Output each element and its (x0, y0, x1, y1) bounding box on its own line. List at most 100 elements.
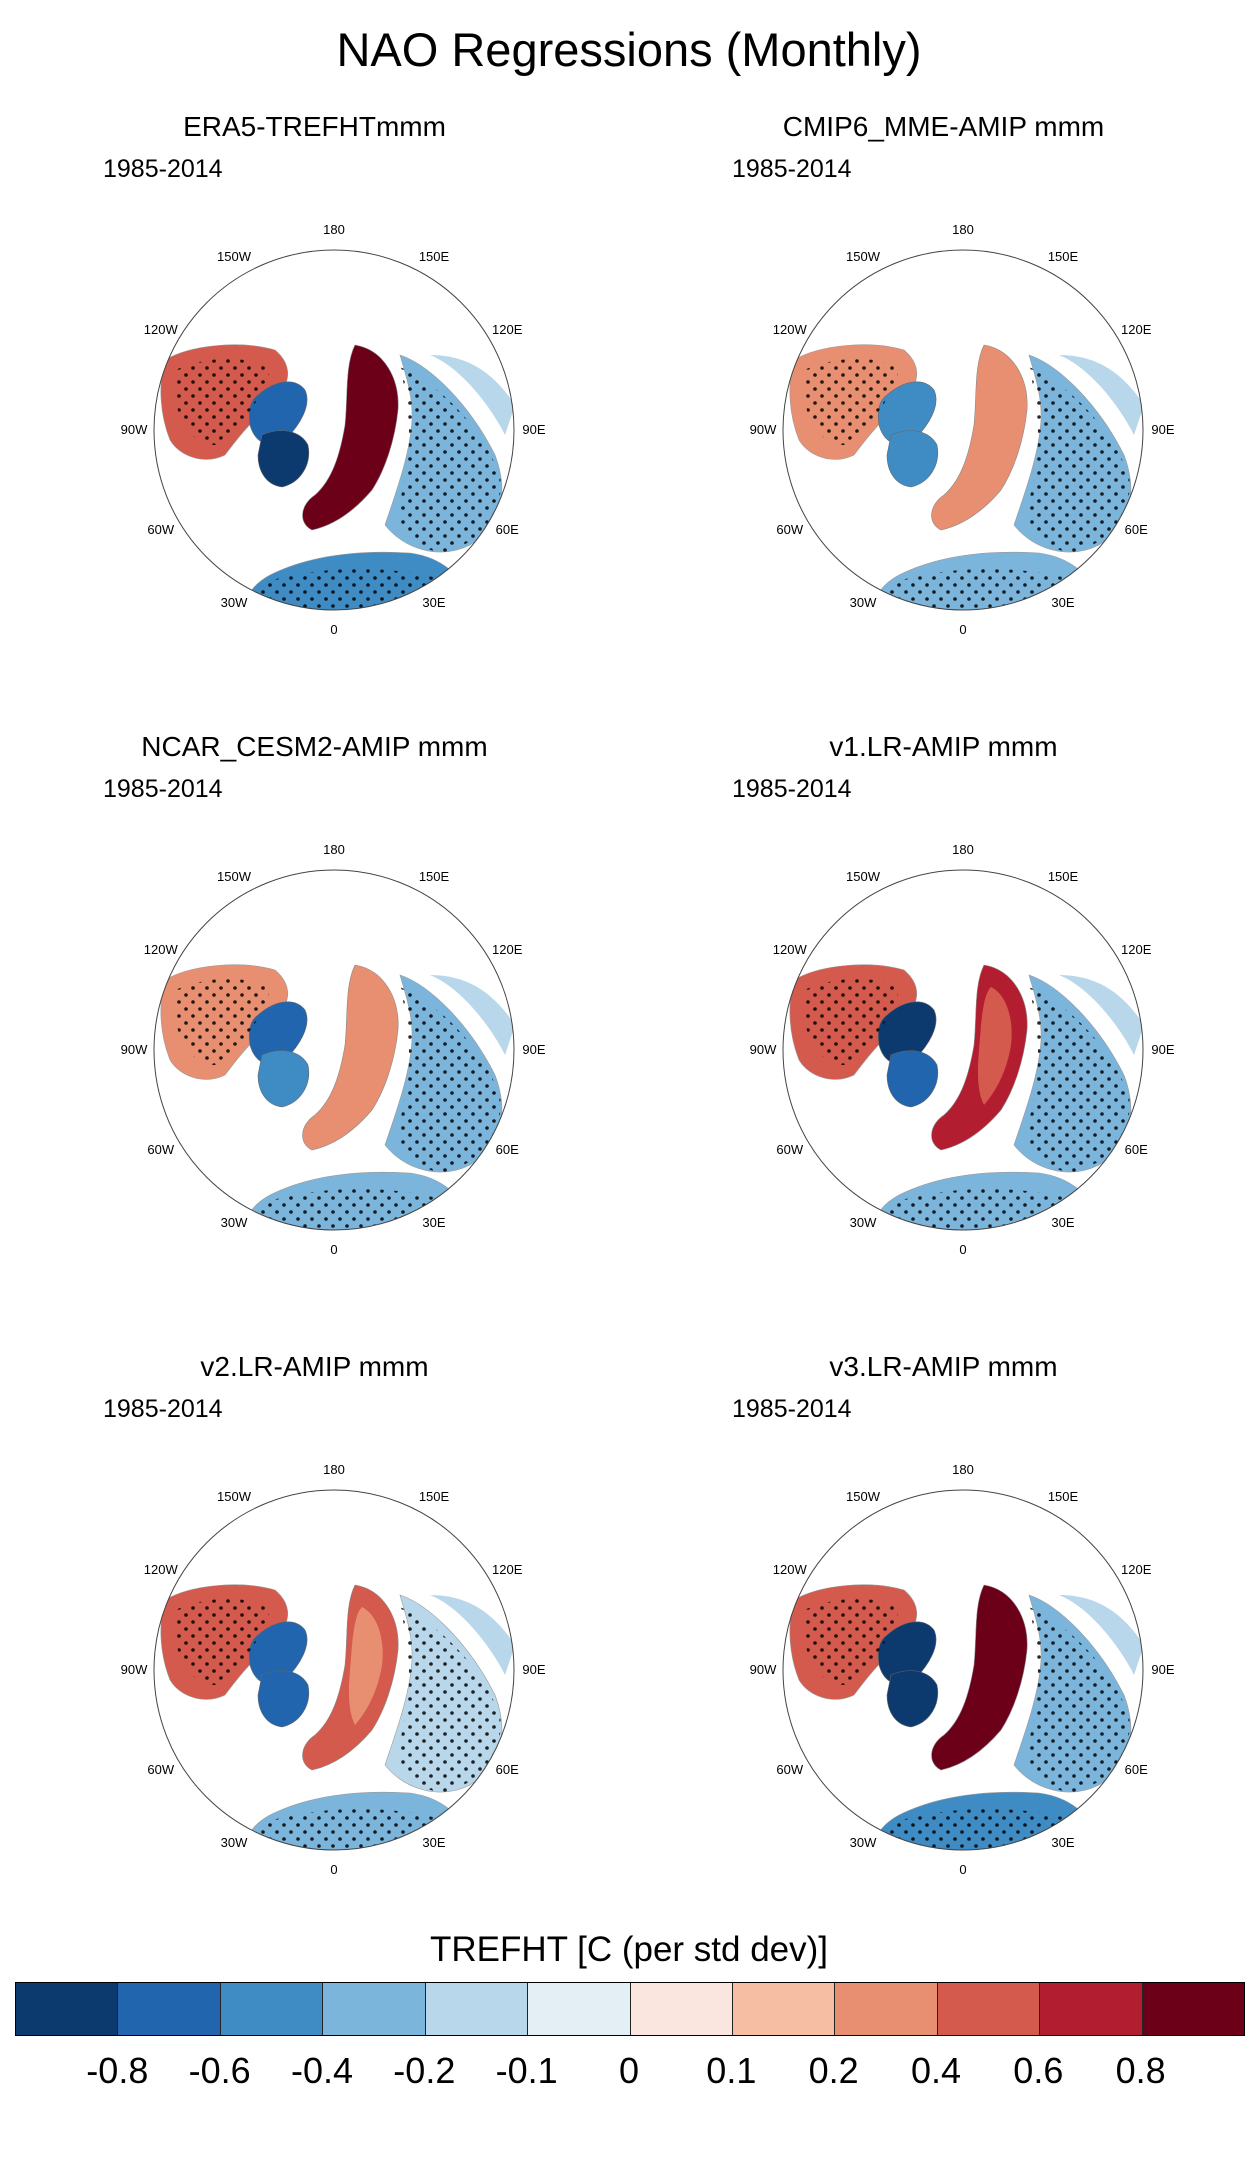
longitude-label: 30W (850, 595, 877, 610)
longitude-label: 90E (522, 1662, 545, 1677)
longitude-label: 60E (496, 1142, 519, 1157)
significance-stipple (399, 367, 501, 553)
map-boundary (782, 1489, 1144, 1851)
map-field (154, 250, 514, 610)
longitude-label: 30W (221, 595, 248, 610)
colorbar-tick-label: -0.2 (393, 2050, 456, 2091)
longitude-label: 90E (522, 1042, 545, 1057)
colorbar-box (1141, 1983, 1245, 2035)
east-asia-region (1059, 975, 1143, 1055)
east-asia-region (430, 1595, 514, 1675)
panel-period: 1985-2014 (103, 155, 223, 183)
map-panel-cmip6: CMIP6_MME-AMIP mmm 1985-2014 180 150E 120E… (629, 105, 1258, 725)
siberia-core-region (348, 367, 383, 485)
significance-stipple (175, 1598, 270, 1685)
longitude-label: 60W (147, 1762, 174, 1777)
greenland-region (886, 1050, 939, 1108)
colorbar-tick-label: 0 (618, 2050, 640, 2091)
significance-stipple (1028, 367, 1130, 553)
east-asia-region (1059, 355, 1143, 435)
panel-title: v2.LR-AMIP mmm (200, 1351, 429, 1382)
longitude-label: 90E (1151, 1042, 1174, 1057)
colorbar-tick-label: -0.4 (290, 2050, 354, 2091)
longitude-label: 60E (1125, 1762, 1148, 1777)
longitude-label: 150W (846, 869, 881, 884)
map-panel-cesm2: NCAR_CESM2-AMIP mmm 1985-2014 180 150E 120… (0, 725, 629, 1345)
map-boundary (782, 869, 1144, 1231)
longitude-label: 60W (776, 1142, 803, 1157)
panel-period: 1985-2014 (103, 775, 223, 803)
polar-map: 180 150E 120E 90E 60E 30E 0 30W 60W 90W 120W 150W (750, 222, 1175, 637)
map-panel-v2: v2.LR-AMIP mmm 1985-2014 180 150E 120E 90E 6… (0, 1345, 629, 1965)
significance-stipple (804, 978, 899, 1065)
longitude-label: 120W (144, 942, 179, 957)
map-boundary (153, 1489, 515, 1851)
longitude-label: 120E (1121, 1562, 1152, 1577)
longitude-label: 90W (121, 422, 148, 437)
east-asia-region (430, 355, 514, 435)
longitude-label: 120E (1121, 322, 1152, 337)
polar-map: 180 150E 120E 90E 60E 30E 0 30W 60W 90W 120W 150W (121, 1462, 546, 1877)
longitude-label: 30E (422, 1215, 445, 1230)
panel-title: v1.LR-AMIP mmm (829, 731, 1058, 762)
longitude-label: 90E (522, 422, 545, 437)
colorbar-labels: -0.8 -0.6 -0.4 -0.2 -0.1 0 0.1 0.2 0.4 0.6 0.8 (0, 2050, 1258, 2100)
longitude-label: 30E (422, 1835, 445, 1850)
siberia-core-region (977, 987, 1012, 1105)
longitude-label: 120W (144, 1562, 179, 1577)
greenland-region (257, 1670, 310, 1728)
colorbar-tick-label: 0.1 (706, 2050, 757, 2091)
longitude-label: 150E (419, 249, 450, 264)
longitude-label: 90E (1151, 422, 1174, 437)
polar-map: 180 150E 120E 90E 60E 30E 0 30W 60W 90W 120W 150W (750, 1462, 1175, 1877)
significance-stipple (175, 358, 270, 445)
longitude-label: 60E (496, 1762, 519, 1777)
longitude-label: 180 (952, 222, 974, 237)
colorbar-box (16, 1983, 118, 2035)
longitude-label: 150W (846, 249, 881, 264)
longitude-label: 60W (147, 1142, 174, 1157)
colorbar-box (629, 1983, 732, 2035)
greenland-region (257, 1050, 310, 1108)
longitude-label: 0 (959, 1862, 966, 1877)
longitude-label: 180 (323, 1462, 345, 1477)
longitude-label: 120W (144, 322, 179, 337)
map-boundary (782, 249, 1144, 611)
significance-stipple (1028, 987, 1130, 1173)
colorbar-tick-label: -0.1 (495, 2050, 558, 2091)
panel-title: v3.LR-AMIP mmm (829, 1351, 1058, 1382)
polar-map: 180 150E 120E 90E 60E 30E 0 30W 60W 90W 120W 150W (121, 222, 546, 637)
longitude-label: 150E (419, 869, 450, 884)
colorbar-box (117, 1983, 220, 2035)
longitude-label: 60E (496, 522, 519, 537)
colorbar-box (936, 1983, 1040, 2035)
east-asia-region (1059, 1595, 1143, 1675)
longitude-label: 90E (1151, 1662, 1174, 1677)
colorbar-tick-label: 0.4 (910, 2050, 962, 2091)
colorbar-tick-label: 0.2 (808, 2050, 859, 2091)
colorbar (15, 1982, 1245, 2036)
longitude-label: 120E (492, 322, 523, 337)
significance-stipple (1028, 1607, 1130, 1793)
longitude-label: 30W (850, 1215, 877, 1230)
colorbar-box (219, 1983, 323, 2035)
longitude-label: 120W (773, 942, 808, 957)
longitude-label: 90W (121, 1662, 148, 1677)
longitude-label: 120W (773, 1562, 808, 1577)
greenland-region (886, 1670, 939, 1728)
map-boundary (153, 869, 515, 1231)
east-asia-region (430, 975, 514, 1055)
colorbar-tick-label: -0.8 (86, 2050, 149, 2091)
map-field (783, 870, 1143, 1230)
longitude-label: 150W (217, 249, 252, 264)
longitude-label: 0 (330, 1242, 337, 1257)
longitude-label: 150W (217, 869, 252, 884)
longitude-label: 180 (952, 1462, 974, 1477)
longitude-label: 120E (492, 942, 523, 957)
longitude-label: 0 (959, 1242, 966, 1257)
siberia-core-region (977, 1607, 1012, 1725)
longitude-label: 60E (1125, 1142, 1148, 1157)
longitude-label: 90W (750, 1662, 777, 1677)
panel-period: 1985-2014 (732, 1395, 852, 1423)
longitude-label: 30E (422, 595, 445, 610)
